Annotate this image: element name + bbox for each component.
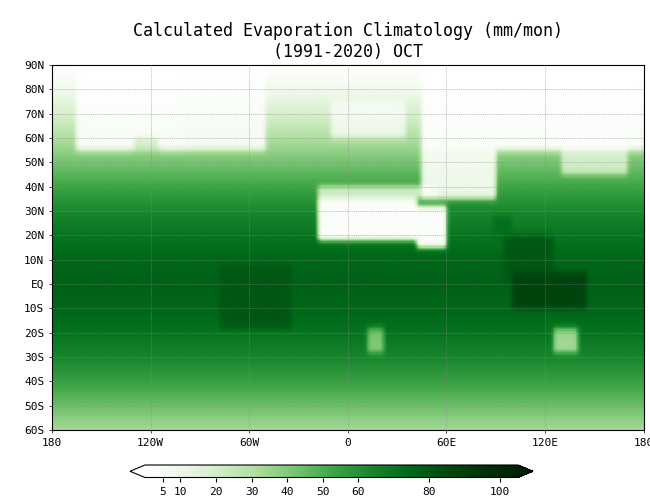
- PathPatch shape: [518, 465, 533, 477]
- PathPatch shape: [130, 465, 145, 477]
- Text: Calculated Evaporation Climatology (mm/mon)
(1991-2020) OCT: Calculated Evaporation Climatology (mm/m…: [133, 22, 563, 62]
